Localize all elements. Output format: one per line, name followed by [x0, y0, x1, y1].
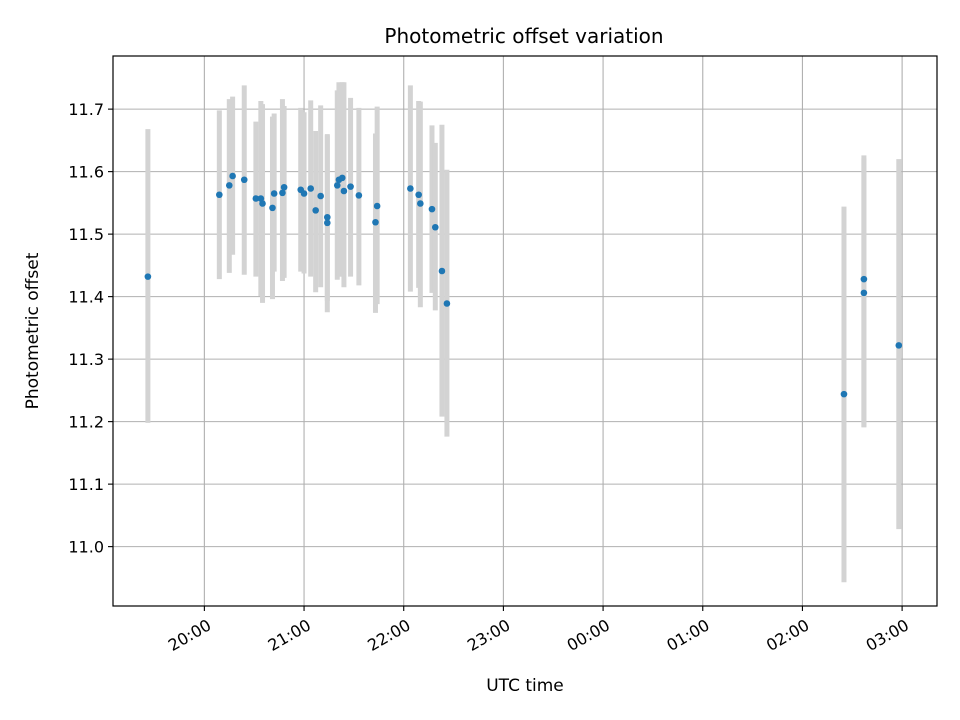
- data-point: [279, 189, 286, 197]
- data-point: [333, 182, 341, 189]
- data-point: [347, 183, 354, 190]
- data-point: [895, 342, 903, 349]
- plot-frame: [112, 55, 938, 607]
- y-tick-label: 11.3: [68, 350, 104, 369]
- data-point: [338, 174, 346, 182]
- data-point: [428, 205, 436, 213]
- data-point: [860, 289, 868, 297]
- y-axis-label: Photometric offset: [23, 252, 43, 409]
- y-tick-label: 11.0: [68, 538, 104, 557]
- data-point: [415, 191, 422, 199]
- data-point: [269, 204, 276, 212]
- data-point: [300, 190, 308, 197]
- data-point: [252, 195, 260, 202]
- y-tick-label: 11.7: [68, 100, 104, 119]
- data-point: [270, 190, 278, 197]
- data-point: [259, 200, 266, 207]
- data-point: [280, 183, 288, 191]
- data-point: [840, 390, 848, 398]
- data-point: [317, 192, 324, 200]
- data-point: [324, 213, 331, 221]
- data-point: [225, 182, 233, 189]
- y-tick-label: 11.1: [68, 475, 104, 494]
- point-layer: [144, 172, 903, 398]
- data-point: [431, 223, 439, 231]
- data-point: [229, 172, 236, 180]
- data-point: [407, 185, 414, 192]
- data-point: [443, 300, 451, 307]
- data-point: [216, 191, 223, 199]
- data-point: [340, 187, 348, 195]
- data-point: [257, 195, 265, 202]
- y-tick-label: 11.4: [68, 288, 104, 307]
- y-tick-label: 11.6: [68, 163, 104, 182]
- data-point: [144, 273, 152, 280]
- data-point: [240, 176, 248, 184]
- y-tick-label: 11.2: [68, 413, 104, 432]
- data-point: [417, 200, 424, 207]
- data-point: [860, 275, 868, 283]
- data-point: [373, 202, 381, 210]
- data-point: [355, 192, 363, 199]
- chart-title: Photometric offset variation: [384, 24, 663, 48]
- y-axis-ticks: 11.0 11.1 11.2 11.3 11.4 11.5 11.6 11.7: [68, 100, 113, 557]
- data-point: [307, 185, 314, 192]
- data-point: [312, 207, 319, 214]
- y-tick-label: 11.5: [68, 225, 104, 244]
- x-axis-label: UTC time: [486, 676, 564, 696]
- data-point: [324, 219, 331, 227]
- grid-layer: [113, 56, 937, 606]
- data-point: [372, 218, 379, 226]
- data-point: [438, 267, 446, 275]
